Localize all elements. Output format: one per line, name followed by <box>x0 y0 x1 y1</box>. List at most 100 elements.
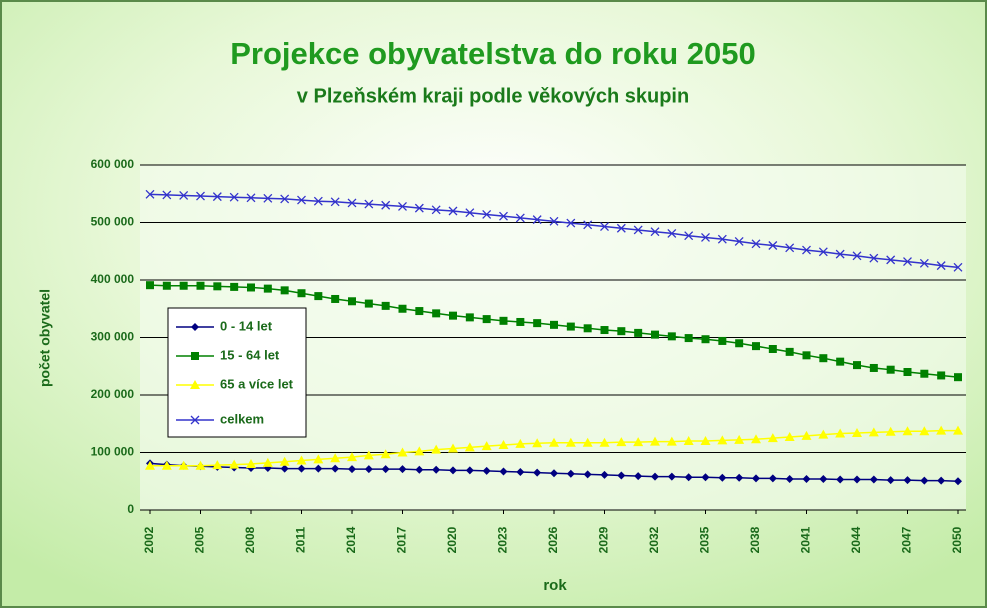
marker <box>937 371 946 380</box>
marker <box>667 332 676 341</box>
marker <box>717 234 727 244</box>
x-tick-label: 2005 <box>193 526 207 553</box>
marker <box>190 415 200 425</box>
marker <box>415 307 424 316</box>
x-tick-label: 2026 <box>546 526 560 553</box>
legend-box <box>167 307 307 438</box>
marker <box>330 197 340 207</box>
marker <box>145 189 155 199</box>
marker <box>751 239 761 249</box>
marker <box>617 471 626 480</box>
marker <box>347 452 357 462</box>
marker <box>213 282 222 291</box>
marker <box>752 342 760 351</box>
marker <box>280 286 289 295</box>
marker <box>297 195 306 205</box>
marker <box>448 443 458 453</box>
marker <box>701 473 710 482</box>
marker <box>465 466 474 475</box>
marker <box>533 468 542 477</box>
marker <box>667 228 677 238</box>
marker <box>498 440 509 450</box>
marker <box>247 283 255 292</box>
marker <box>179 191 189 200</box>
marker <box>381 465 390 474</box>
marker <box>600 470 609 479</box>
marker <box>313 196 323 206</box>
marker <box>397 447 408 457</box>
marker <box>481 441 492 451</box>
marker <box>482 315 491 324</box>
x-tick-label: 2020 <box>445 526 459 553</box>
marker <box>314 292 323 301</box>
marker <box>190 380 200 389</box>
marker <box>634 472 643 481</box>
marker <box>734 237 744 246</box>
marker <box>869 363 878 372</box>
marker <box>818 429 829 439</box>
marker <box>919 258 929 268</box>
marker <box>482 466 491 475</box>
marker <box>583 220 593 230</box>
marker <box>868 427 879 437</box>
x-tick-label: 2044 <box>849 526 863 553</box>
marker <box>212 460 223 470</box>
y-tick-label: 200 000 <box>91 387 135 401</box>
marker <box>718 473 727 482</box>
marker <box>735 473 744 482</box>
marker <box>516 468 525 477</box>
marker <box>380 449 391 459</box>
x-tick-label: 2038 <box>748 526 762 553</box>
marker <box>937 476 946 485</box>
marker <box>532 215 542 225</box>
marker <box>566 469 575 478</box>
marker <box>550 320 558 329</box>
marker <box>616 437 627 447</box>
marker <box>246 193 256 203</box>
marker <box>229 459 240 469</box>
legend-label: 65 a více let <box>220 376 294 391</box>
x-tick-label: 2002 <box>142 526 156 553</box>
marker <box>482 209 492 219</box>
marker <box>835 249 845 259</box>
marker <box>398 465 407 474</box>
marker <box>178 460 189 470</box>
marker <box>667 472 676 481</box>
marker <box>191 323 199 331</box>
marker <box>869 475 878 484</box>
x-tick-label: 2041 <box>799 526 813 553</box>
x-tick-label: 2029 <box>597 526 611 553</box>
marker <box>566 322 575 331</box>
marker <box>920 476 929 485</box>
x-axis-label: rok <box>543 577 567 594</box>
marker <box>415 465 424 474</box>
marker <box>684 334 693 343</box>
marker <box>633 437 644 447</box>
x-tick-label: 2011 <box>294 527 308 553</box>
marker <box>431 205 441 215</box>
marker <box>314 464 323 473</box>
marker <box>364 299 373 308</box>
marker <box>381 200 391 210</box>
marker <box>516 317 525 326</box>
marker <box>246 459 256 468</box>
marker <box>364 199 374 209</box>
marker <box>532 438 543 448</box>
marker <box>903 368 912 376</box>
marker <box>684 231 694 241</box>
marker <box>381 301 390 310</box>
marker <box>414 446 425 456</box>
marker <box>414 203 424 213</box>
marker <box>819 354 828 363</box>
marker <box>836 357 845 366</box>
marker <box>885 426 896 436</box>
legend-label: 0 - 14 let <box>220 318 273 333</box>
y-tick-label: 400 000 <box>91 272 135 286</box>
marker <box>432 309 441 318</box>
marker <box>651 330 659 339</box>
marker <box>836 475 845 484</box>
marker <box>919 426 930 436</box>
marker <box>550 469 558 478</box>
x-tick-label: 2014 <box>344 526 358 553</box>
